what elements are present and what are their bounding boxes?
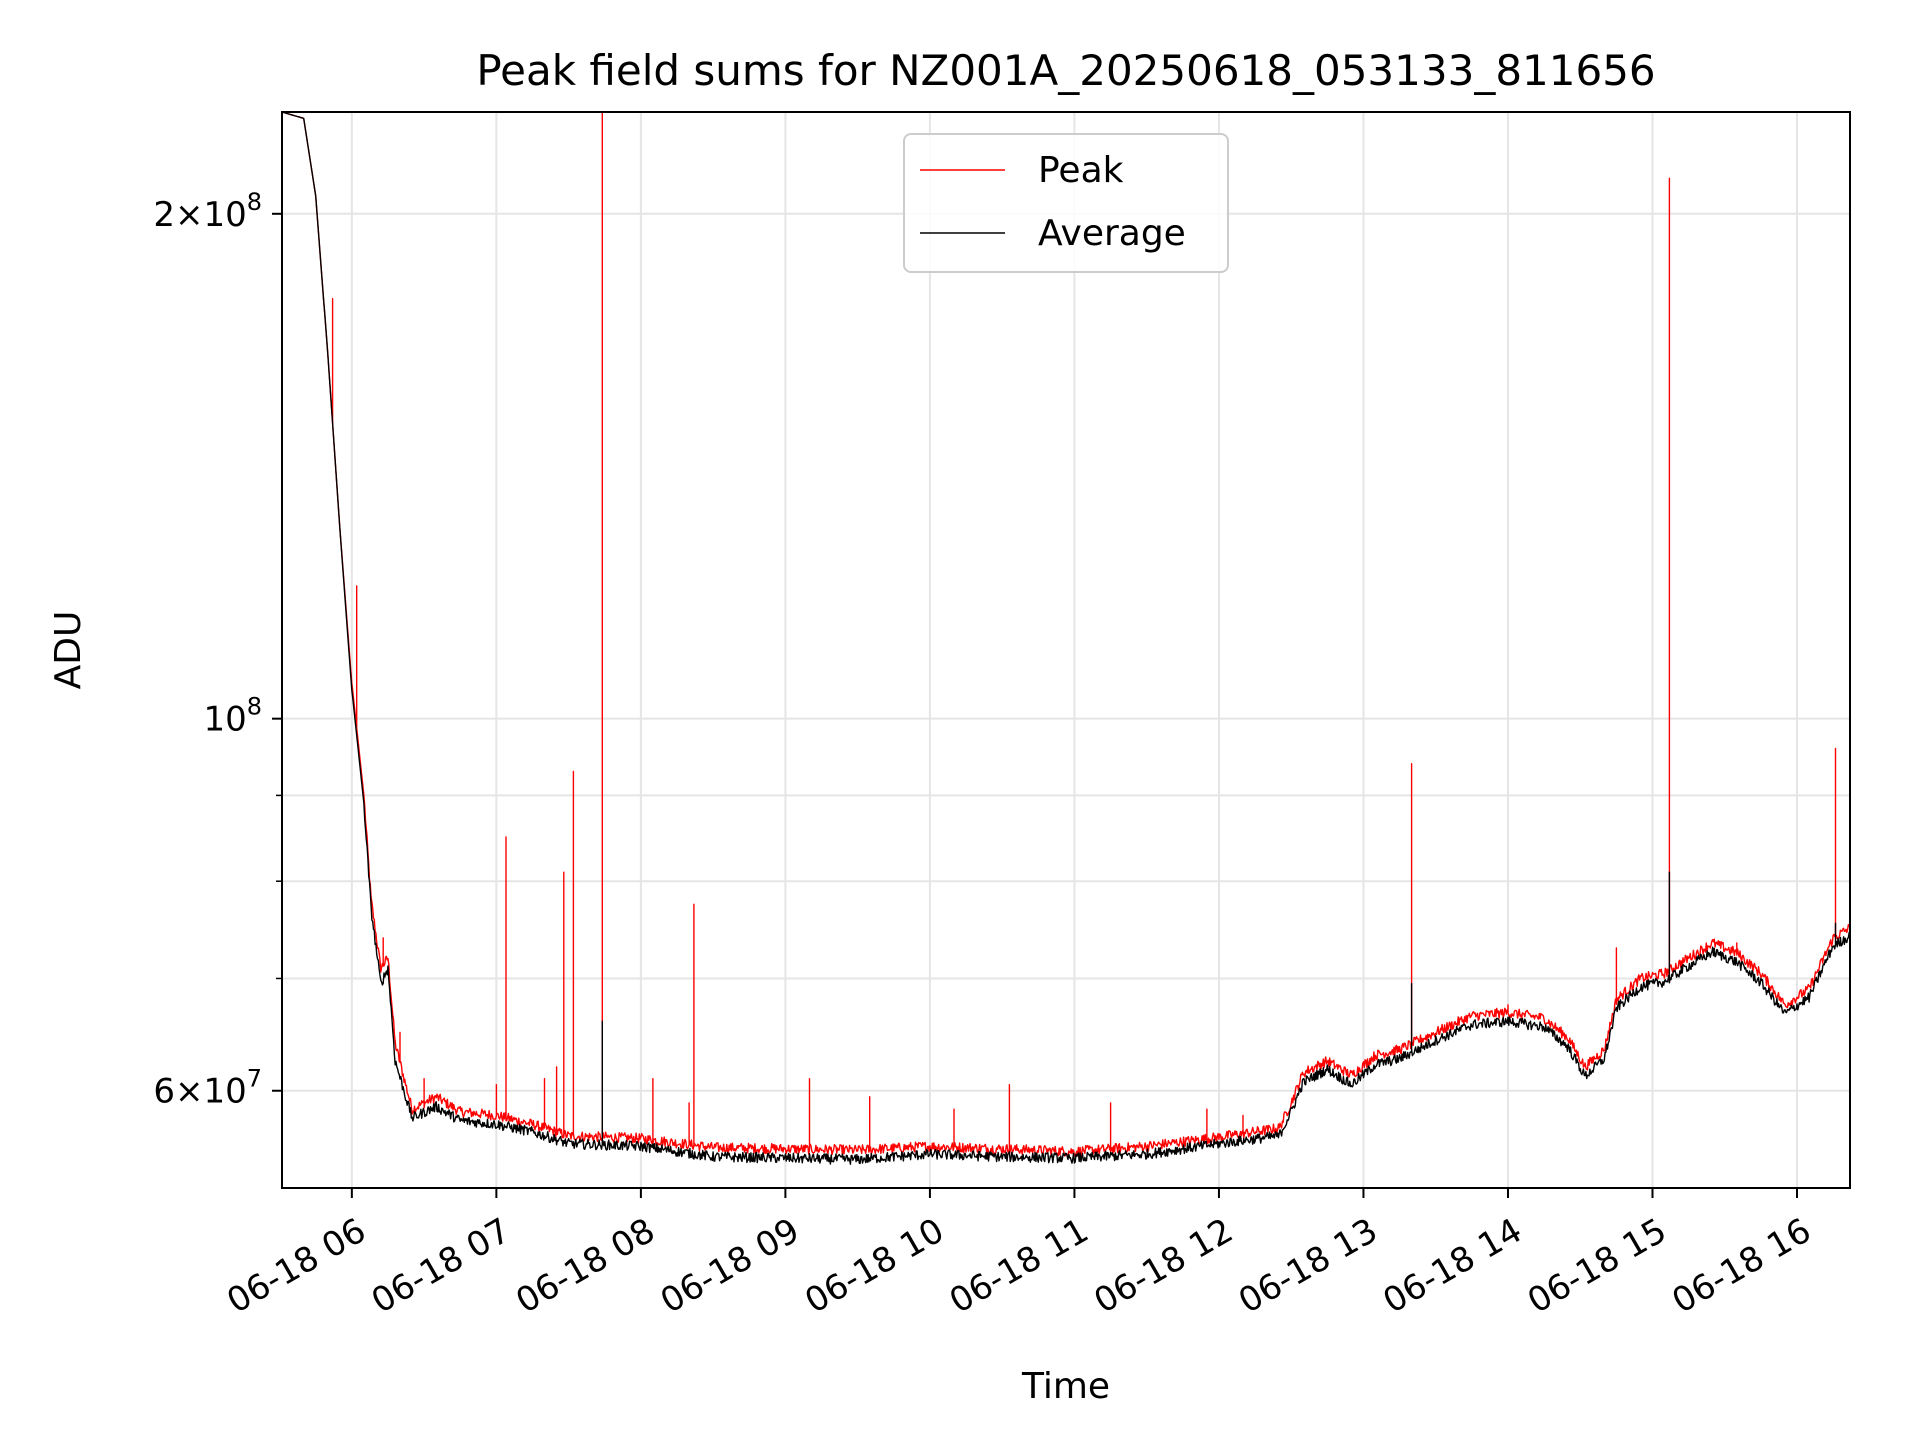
y-tick-base: 10 bbox=[203, 700, 246, 740]
y-tick-label: 2×108 bbox=[153, 188, 262, 235]
y-tick-times: × bbox=[175, 1072, 204, 1112]
y-tick-mantissa: 2 bbox=[153, 195, 175, 235]
y-tick-base: 10 bbox=[203, 1072, 246, 1112]
y-tick-exponent: 8 bbox=[247, 188, 262, 216]
y-tick-times: × bbox=[175, 195, 204, 235]
y-tick-base: 10 bbox=[203, 195, 246, 235]
legend-label-peak: Peak bbox=[1038, 150, 1124, 191]
series-line-average bbox=[282, 112, 1850, 1165]
series-line-peak bbox=[282, 112, 1850, 1157]
series-layer bbox=[282, 112, 1850, 1165]
y-tick-exponent: 7 bbox=[247, 1065, 262, 1093]
plot-frame bbox=[281, 111, 1851, 1189]
y-tick-label: 6×107 bbox=[153, 1065, 262, 1112]
legend-box bbox=[903, 133, 1229, 273]
legend: Peak Average bbox=[903, 133, 1229, 273]
y-tick-exponent: 8 bbox=[247, 693, 262, 721]
y-axis-label: ADU bbox=[48, 611, 89, 690]
y-tick-mantissa: 6 bbox=[153, 1072, 175, 1112]
chart-title: Peak field sums for NZ001A_20250618_0531… bbox=[476, 46, 1655, 95]
x-axis-label: Time bbox=[1021, 1366, 1110, 1407]
legend-label-average: Average bbox=[1038, 213, 1186, 254]
y-tick-label: 108 bbox=[203, 693, 262, 740]
